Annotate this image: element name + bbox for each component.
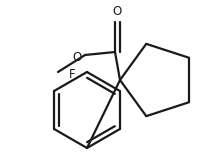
Text: O: O: [73, 50, 82, 64]
Text: O: O: [112, 5, 122, 18]
Text: F: F: [68, 68, 75, 81]
